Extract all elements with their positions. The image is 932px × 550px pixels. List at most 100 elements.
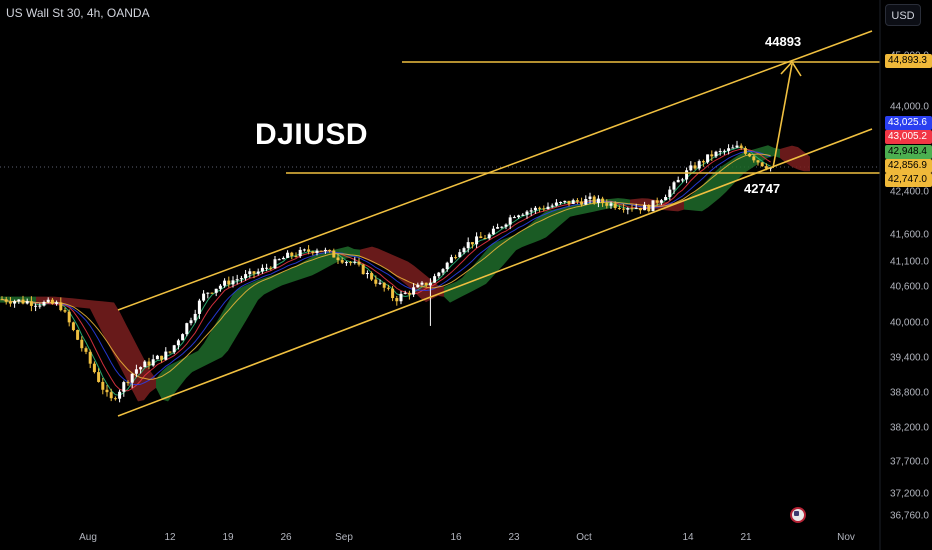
candle-body [651,200,655,212]
time-tick-label: Aug [79,532,97,543]
candle-body [655,200,659,203]
candle-body [63,310,67,312]
cloud-segment [678,201,684,212]
candle-body [202,293,206,301]
cloud-segment [558,207,564,228]
candle-body [256,271,260,274]
candle-body [714,151,718,157]
candle-body [25,301,29,304]
candle-body [386,287,390,289]
candle-body [613,203,617,208]
candle-body [689,165,693,171]
candle-body [265,267,269,269]
cloud-segment [570,204,576,217]
candle-body [227,280,231,285]
cloud-segment [204,333,210,367]
candle-body [685,170,689,180]
cloud-segment [444,284,450,303]
candle-body [239,278,243,280]
candle-body [344,262,348,264]
candle-body [269,267,273,269]
moving-average-line [1,153,771,380]
candle-body [722,150,726,152]
candle-body [588,196,592,200]
candle-body [151,359,155,366]
candle-body [319,250,323,252]
candle-body [168,351,172,353]
candle-body [214,288,218,293]
currency-button[interactable]: USD [885,4,921,26]
cloud-segment [252,280,258,311]
cloud-segment [270,274,276,292]
cloud-segment [552,208,558,233]
candle-body [491,228,495,235]
candle-body [105,389,109,393]
candle-body [29,301,33,306]
cloud-segment [456,277,462,300]
candle-body [475,236,479,245]
candle-body [122,382,126,392]
cloud-segment [264,276,270,295]
candle-body [424,282,428,286]
cloud-segment [732,155,738,186]
candle-body [395,298,399,302]
candle-body [315,250,319,253]
cloud-segment [276,272,282,289]
candle-body [147,361,151,366]
candle-body [571,200,575,204]
candle-body [13,301,17,304]
candle-body [433,276,437,283]
candle-body [340,260,344,263]
candle-body [80,339,84,349]
candle-body [252,271,256,274]
candle-body [437,272,441,277]
us-flag-event-icon[interactable] [790,507,806,523]
time-tick-label: 21 [740,532,752,543]
cloud-segment [162,365,168,402]
cloud-segment [504,236,510,265]
candle-body [706,154,710,163]
candle-body [382,282,386,288]
candle-body [748,153,752,157]
candle-body [697,161,701,169]
price-tick-label: 38,800.0 [890,387,929,399]
time-tick-label: 26 [280,532,292,543]
candle-body [622,208,626,210]
candle-body [554,202,558,206]
price-tick-label: 40,600.0 [890,281,929,293]
candle-body [248,271,252,275]
cloud-segment [126,324,132,390]
candle-body [21,299,25,304]
candle-body [353,261,357,263]
candle-body [118,391,122,399]
cloud-segment [390,253,396,277]
candle-body [546,206,550,210]
cloud-segment [702,179,708,212]
candle-body [71,322,75,331]
price-tick-label: 39,400.0 [890,352,929,364]
candle-body [525,211,529,215]
candle-body [294,255,298,257]
cloud-segment [156,371,162,400]
price-tick-label: 40,000.0 [890,317,929,329]
candle-body [84,348,88,352]
cloud-segment [696,185,702,212]
cloud-segment [102,301,108,344]
candle-body [332,250,336,258]
time-tick-label: 23 [508,532,520,543]
symbol-annotation: DJIUSD [255,118,369,151]
candle-body [370,273,374,280]
cloud-segment [768,145,774,158]
candle-body [428,282,432,286]
candle-body [542,208,546,210]
cloud-segment [228,292,234,351]
candle-body [378,282,382,284]
cloud-segment [384,251,390,272]
candle-body [76,330,80,340]
candle-body [349,262,353,264]
candle-body [403,292,407,294]
candle-body [185,323,189,335]
candle-body [550,205,554,207]
candle-body [139,367,143,370]
